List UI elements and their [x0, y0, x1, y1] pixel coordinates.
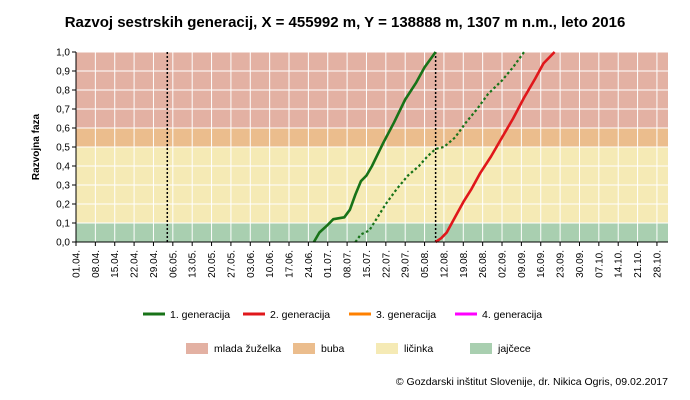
legend-swatch [470, 343, 492, 354]
chart-title: Razvoj sestrskih generacij, X = 455992 m… [65, 14, 626, 31]
x-tick-label: 24.06. [304, 250, 315, 278]
y-tick-label: 1,0 [56, 48, 70, 59]
x-tick-label: 08.04. [91, 250, 102, 278]
x-tick-label: 03.06. [246, 250, 257, 278]
x-tick-label: 19.08. [459, 250, 470, 278]
x-tick-label: 15.04. [110, 250, 121, 278]
x-tick-label: 08.07. [343, 250, 354, 278]
legend-swatch [376, 343, 398, 354]
x-tick-label: 15.07. [362, 250, 373, 278]
y-tick-label: 0,1 [56, 219, 70, 230]
y-tick-label: 0,5 [56, 143, 70, 154]
y-tick-label: 0,3 [56, 181, 70, 192]
x-tick-label: 01.07. [323, 250, 334, 278]
x-tick-label: 12.08. [439, 250, 450, 278]
x-tick-label: 05.08. [420, 250, 431, 278]
y-axis-label: Razvojna faza [31, 113, 42, 180]
legend-label: mlada žuželka [214, 343, 281, 355]
y-tick-label: 0,4 [56, 162, 70, 173]
legend-label: jajčece [497, 343, 531, 355]
credit-text: © Gozdarski inštitut Slovenije, dr. Niki… [396, 376, 668, 388]
x-tick-label: 17.06. [285, 250, 296, 278]
legend-swatch [186, 343, 208, 354]
y-tick-label: 0,7 [56, 105, 70, 116]
legend-label: 2. generacija [270, 309, 330, 321]
band-2 [76, 128, 668, 147]
plot-area: 0,0 0,1 0,2 0,3 0,4 0,5 0,6 0,7 0,8 0,9 1,0 01.04. 0… [56, 48, 668, 278]
legend-label: ličinka [404, 343, 433, 355]
y-tick-label: 0,2 [56, 200, 70, 211]
x-tick-label: 13.05. [188, 250, 199, 278]
y-tick-label: 0,8 [56, 86, 70, 97]
x-tick-label: 09.09. [517, 250, 528, 278]
x-tick-label: 02.09. [498, 250, 509, 278]
x-tick-label: 22.04. [130, 250, 141, 278]
y-tick-label: 0,6 [56, 124, 70, 135]
legend-label: buba [321, 343, 345, 355]
x-tick-label: 29.04. [149, 250, 160, 278]
x-tick-label: 20.05. [207, 250, 218, 278]
x-tick-label: 22.07. [381, 250, 392, 278]
x-tick-label: 01.04. [72, 250, 83, 278]
y-tick-label: 0,0 [56, 238, 70, 249]
x-tick-label: 27.05. [226, 250, 237, 278]
x-tick-label: 29.07. [401, 250, 412, 278]
band-0 [76, 223, 668, 242]
x-tick-label: 26.08. [478, 250, 489, 278]
series-legend: 1. generacija 2. generacija 3. generacija 4… [143, 309, 542, 321]
x-tick-label: 07.10. [594, 250, 605, 278]
legend-label: 3. generacija [376, 309, 436, 321]
x-tick-label: 10.06. [265, 250, 276, 278]
x-tick-label: 21.10. [633, 250, 644, 278]
x-tick-label: 16.09. [536, 250, 547, 278]
legend-label: 4. generacija [482, 309, 542, 321]
series-line [312, 51, 437, 243]
legend-swatch [293, 343, 315, 354]
band-legend: mlada žuželka buba ličinka jajčece [186, 343, 531, 355]
x-tick-label: 06.05. [168, 250, 179, 278]
x-tick-label: 14.10. [614, 250, 625, 278]
x-tick-label: 23.09. [556, 250, 567, 278]
y-tick-label: 0,9 [56, 67, 70, 78]
legend-label: 1. generacija [170, 309, 230, 321]
x-tick-label: 28.10. [652, 250, 663, 278]
x-tick-label: 30.09. [575, 250, 586, 278]
series-line [434, 51, 556, 244]
series-line [354, 51, 525, 243]
